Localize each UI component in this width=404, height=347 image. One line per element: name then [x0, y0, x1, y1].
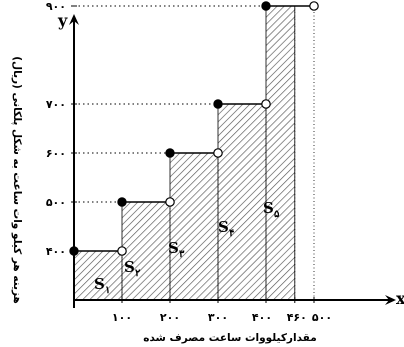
- guide-lines: [74, 5, 315, 300]
- step-closed-dot-5: [261, 1, 271, 11]
- step-open-dot-1: [117, 246, 127, 256]
- y-axis-arrow: [69, 14, 79, 25]
- y-tick-label-700: ۷۰۰: [46, 98, 66, 111]
- y-axis-letter: y: [57, 11, 68, 30]
- region-label-1: S: [94, 275, 105, 293]
- x-tick-label-100: ۱۰۰: [112, 311, 132, 324]
- x-tick-label-300: ۳۰۰: [208, 311, 228, 324]
- region-label-3: S: [168, 239, 179, 257]
- region-label-2: S: [124, 258, 135, 276]
- y-tick-label-500: ۵۰۰: [46, 196, 66, 209]
- y-axis-title: هزینه هر کیلو وات ساعت به شکل پلکانی (ری…: [11, 56, 23, 304]
- x-axis-title: مقدارکیلووات ساعت مصرف شده: [143, 332, 316, 344]
- x-tick-label-460: ۴۶۰: [287, 311, 307, 324]
- region-sub-1: ۱: [105, 285, 110, 296]
- y-tick-label-400: ۴۰۰: [46, 245, 66, 258]
- x-tick-label-200: ۲۰۰: [160, 311, 180, 324]
- region-sub-2: ۲: [135, 268, 141, 279]
- axes: [69, 5, 396, 308]
- step-closed-dot-2: [117, 197, 127, 207]
- region-sub-5: ۵: [274, 209, 280, 220]
- y-tick-label-900: ۹۰۰: [46, 0, 66, 13]
- step-open-dot-4: [261, 99, 271, 109]
- region-label-4: S: [218, 218, 229, 236]
- step-closed-dot-4: [213, 99, 223, 109]
- x-axis-letter: x: [396, 289, 404, 308]
- step-open-dot-2: [165, 197, 175, 207]
- x-axis-arrow: [385, 295, 396, 305]
- step-segments: [69, 1, 319, 256]
- region-label-5: S: [263, 199, 274, 217]
- x-tick-label-400: ۴۰۰: [252, 311, 272, 324]
- step-open-dot-3: [213, 148, 223, 158]
- y-tick-label-600: ۶۰۰: [46, 147, 66, 160]
- step-open-dot-5: [309, 1, 319, 11]
- region-sub-3: ۳: [179, 249, 185, 260]
- region-sub-4: ۴: [229, 228, 234, 239]
- step-closed-dot-3: [165, 148, 175, 158]
- x-tick-label-500: ۵۰۰: [312, 311, 332, 324]
